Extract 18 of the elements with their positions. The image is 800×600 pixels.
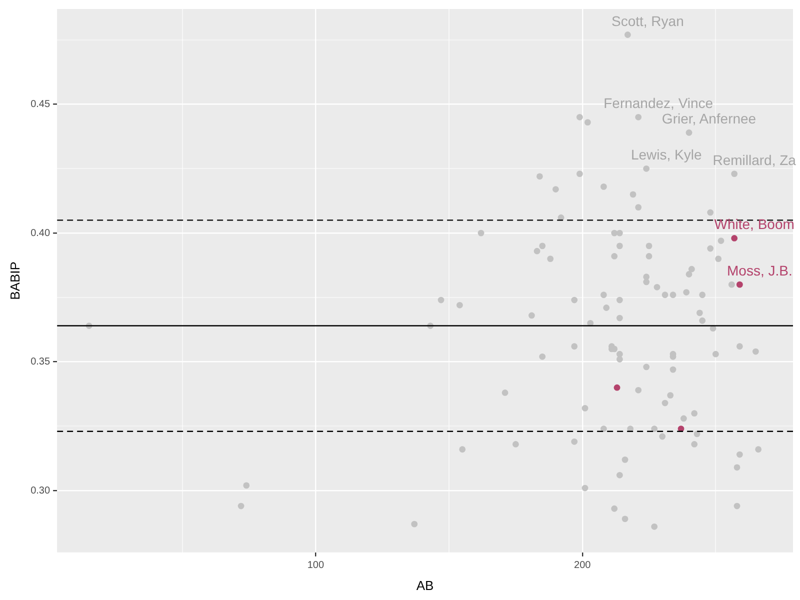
- annotation: Fernandez, Vince: [604, 95, 714, 112]
- y-tick-label: 0.40: [30, 228, 50, 239]
- annotation: White, Boom: [714, 216, 794, 232]
- annotation: Lewis, Kyle: [630, 146, 702, 163]
- annotation: Remillard, Za: [712, 152, 796, 168]
- point: [614, 384, 620, 391]
- annotation: Grier, Anfernee: [662, 110, 756, 127]
- x-tick-label: 100: [307, 560, 324, 572]
- y-tick-label: 0.45: [30, 99, 50, 110]
- x-tick-label: 200: [574, 560, 592, 572]
- y-axis-title: BABIP: [7, 262, 22, 300]
- annotation: Moss, J.B.: [726, 262, 792, 279]
- annotation: Scott, Ryan: [611, 12, 684, 29]
- point: [736, 281, 743, 288]
- x-axis-title: AB: [416, 578, 434, 593]
- point: [731, 235, 738, 242]
- y-tick-label: 0.30: [30, 485, 50, 496]
- y-tick-label: 0.35: [30, 356, 50, 368]
